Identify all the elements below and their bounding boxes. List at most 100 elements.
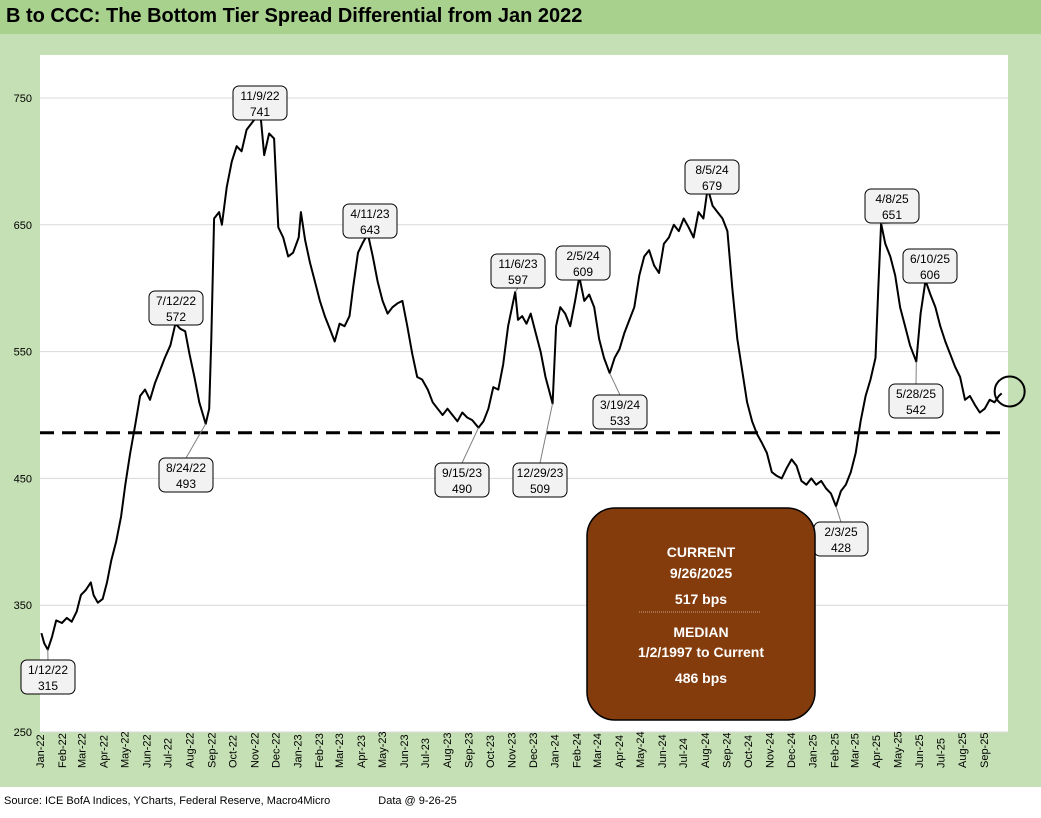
x-tick-label: Dec-22: [270, 733, 282, 768]
y-tick-label: 550: [14, 347, 32, 359]
callout-date: 8/24/22: [166, 461, 206, 475]
callout-box: [864, 188, 920, 224]
callout-date: 4/8/25: [875, 192, 909, 206]
source-note: Source: ICE BofA Indices, YCharts, Feder…: [4, 795, 331, 807]
callout-value: 542: [906, 403, 926, 417]
y-tick-label: 650: [14, 220, 32, 232]
x-tick-label: Nov-24: [765, 733, 777, 768]
x-tick-label: Jan-22: [35, 734, 47, 768]
x-tick-label: May-22: [120, 731, 132, 768]
current-value: 517 bps: [675, 591, 727, 607]
x-tick-label: Jan-23: [292, 734, 304, 768]
callout-value: 572: [166, 310, 186, 324]
x-tick-label: Aug-22: [184, 733, 196, 768]
x-tick-label: May-23: [377, 731, 389, 768]
callout-pointer: [461, 427, 479, 464]
callout-box: [342, 203, 398, 239]
callout-value: 651: [882, 208, 902, 222]
callout-box: [490, 253, 546, 289]
callout-box: [902, 248, 958, 284]
x-tick-label: Aug-23: [442, 733, 454, 768]
callout-box: [512, 462, 568, 498]
median-period: 1/2/1997 to Current: [638, 644, 764, 660]
x-tick-label: Oct-23: [485, 735, 497, 768]
current-marker-circle: [993, 375, 1026, 408]
callout-date: 11/6/23: [498, 257, 537, 271]
title-bar: B to CCC: The Bottom Tier Spread Differe…: [0, 0, 1041, 34]
callout-value: 428: [831, 541, 851, 555]
callout-date: 12/29/23: [517, 466, 564, 480]
callout-pointer: [539, 403, 554, 464]
callout-date: 9/15/23: [442, 466, 482, 480]
x-tick-label: Jan-24: [550, 734, 562, 768]
x-tick-label: Dec-23: [528, 733, 540, 768]
x-tick-label: Feb-23: [314, 733, 326, 768]
median-value: 486 bps: [675, 670, 727, 686]
x-tick-label: May-24: [635, 731, 647, 768]
callout-value: 643: [360, 223, 380, 237]
callout-value: 533: [610, 414, 630, 428]
x-tick-label: Nov-23: [507, 733, 519, 768]
x-tick-label: Mar-22: [77, 733, 89, 768]
callout-box: [555, 245, 611, 281]
x-tick-label: Mar-23: [334, 733, 346, 768]
x-tick-label: Apr-22: [98, 735, 110, 768]
x-tick-label: Sep-25: [979, 733, 991, 768]
x-tick-label: Jun-23: [399, 734, 411, 768]
y-tick-label: 750: [14, 93, 32, 105]
x-tick-label: Aug-24: [700, 733, 712, 768]
callout-box: [684, 159, 740, 195]
x-tick-label: Jan-25: [808, 734, 820, 768]
callout-box: [158, 457, 214, 493]
callout-value: 609: [573, 265, 593, 279]
x-tick-label: Oct-24: [743, 735, 755, 768]
callout-date: 3/19/24: [600, 398, 640, 412]
chart-title: B to CCC: The Bottom Tier Spread Differe…: [6, 5, 583, 27]
x-tick-label: Nov-22: [249, 733, 261, 768]
callout-date: 2/3/25: [824, 525, 858, 539]
x-tick-label: Dec-24: [786, 733, 798, 768]
x-tick-label: Feb-25: [830, 733, 842, 768]
median-label: MEDIAN: [673, 624, 728, 640]
x-tick-label: Sep-24: [722, 733, 734, 768]
data-date-note: Data @ 9-26-25: [378, 795, 457, 807]
x-tick-label: Jul-25: [935, 738, 947, 768]
callout-pointer: [609, 372, 621, 396]
x-tick-label: Apr-23: [356, 735, 368, 768]
plot-area: [40, 55, 1008, 732]
callout-date: 7/12/22: [156, 294, 196, 308]
y-tick-label: 250: [14, 727, 32, 739]
y-tick-label: 450: [14, 473, 32, 485]
x-tick-label: Sep-23: [464, 733, 476, 768]
callout-value: 679: [702, 179, 722, 193]
x-tick-label: Apr-25: [871, 735, 883, 768]
callout-value: 606: [920, 268, 940, 282]
x-tick-label: Jul-24: [678, 738, 690, 768]
x-tick-label: Mar-25: [849, 733, 861, 768]
callout-date: 11/9/22: [240, 89, 279, 103]
callout-box: [20, 659, 76, 695]
x-tick-label: Aug-25: [957, 733, 969, 768]
callout-value: 315: [38, 679, 58, 693]
current-date: 9/26/2025: [670, 565, 732, 581]
x-tick-label: Oct-22: [227, 735, 239, 768]
callout-pointer: [514, 287, 519, 293]
y-tick-label: 350: [14, 600, 32, 612]
callout-box: [232, 85, 288, 121]
footer: Source: ICE BofA Indices, YCharts, Feder…: [4, 795, 457, 807]
callout-value: 741: [250, 105, 270, 119]
callout-pointer: [185, 423, 207, 459]
callout-pointer: [835, 506, 842, 523]
callout-value: 509: [530, 482, 550, 496]
callout-value: 490: [452, 482, 472, 496]
current-label: CURRENT: [667, 544, 736, 560]
x-tick-label: Feb-22: [57, 733, 69, 768]
callout-value: 597: [508, 273, 528, 287]
callout-date: 8/5/24: [695, 163, 729, 177]
callout-box: [148, 290, 204, 326]
callout-date: 4/11/23: [350, 207, 389, 221]
x-tick-label: Sep-22: [206, 733, 218, 768]
x-tick-label: Feb-24: [572, 733, 584, 768]
x-tick-label: Jun-22: [141, 734, 153, 768]
